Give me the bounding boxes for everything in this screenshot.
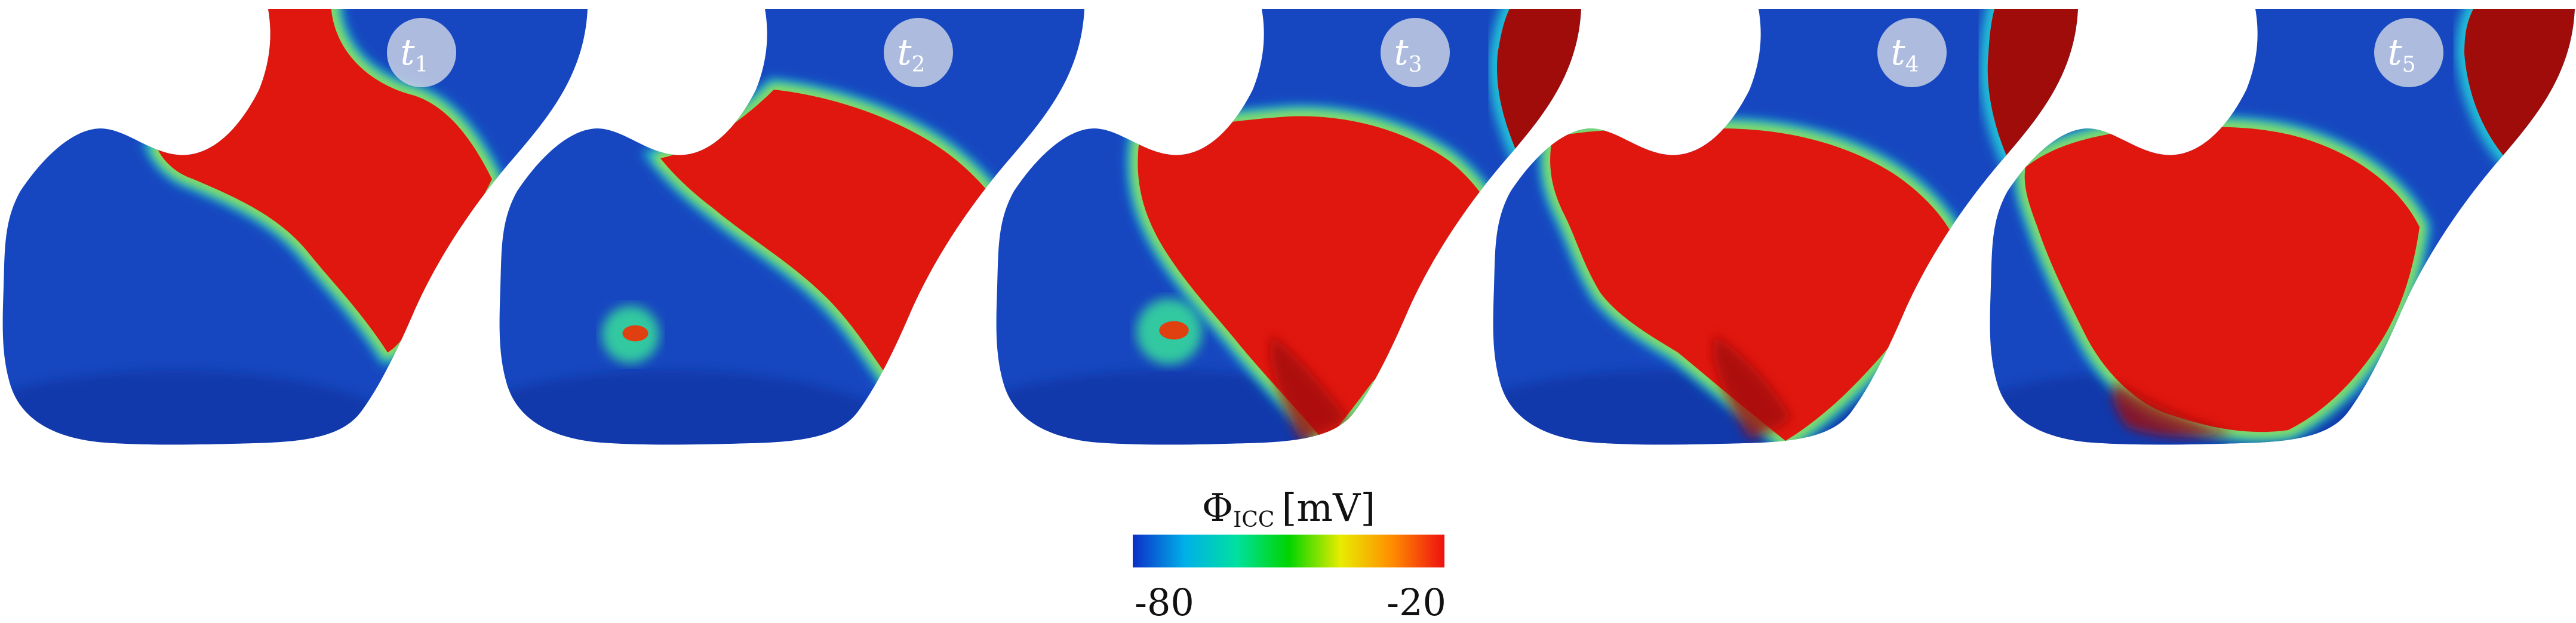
- time-label-badge: [2374, 18, 2443, 87]
- colorbar-min-label: -80: [1135, 581, 1194, 623]
- activated-region: [1550, 128, 1959, 441]
- stomach-panel: t4: [1493, 9, 2078, 445]
- colorbar-title-unit: [mV]: [1281, 486, 1375, 530]
- time-label-subscript: 4: [1905, 53, 1919, 77]
- time-label: t4: [1877, 18, 1947, 87]
- time-label-badge: [1877, 18, 1947, 87]
- time-label: t1: [387, 18, 456, 87]
- time-label-text: t4: [1890, 32, 1919, 77]
- activated-region-upper: [1497, 9, 1581, 149]
- time-label-symbol: t: [2387, 32, 2402, 73]
- time-label-badge: [387, 18, 456, 87]
- stomach-panel: t5: [1990, 9, 2575, 445]
- time-label-symbol: t: [400, 32, 415, 73]
- panels-layer: t1 t2 t3 t4 t5: [2, 9, 2575, 445]
- colorbar-title-symbol: Φ: [1202, 486, 1233, 530]
- time-label-subscript: 1: [415, 53, 429, 77]
- colorbar: ΦICC [mV] -80 -20: [1133, 486, 1446, 623]
- time-label-symbol: t: [1890, 32, 1905, 73]
- activated-region: [2024, 127, 2420, 432]
- activated-region: [1138, 116, 1510, 443]
- time-label-text: t1: [400, 32, 428, 77]
- time-label-badge: [1381, 18, 1450, 87]
- colorbar-title: ΦICC [mV]: [1202, 486, 1376, 532]
- activated-region-upper: [2464, 9, 2575, 155]
- time-label-subscript: 2: [912, 53, 926, 77]
- time-label-symbol: t: [1394, 32, 1409, 73]
- stomach-panel: t1: [2, 9, 588, 445]
- stomach-panel: t2: [499, 9, 1084, 445]
- colorbar-gradient: [1133, 535, 1444, 567]
- time-label: t3: [1381, 18, 1450, 87]
- activated-region-upper: [1987, 9, 2078, 155]
- activated-region: [158, 9, 492, 352]
- colorbar-title-subscript: ICC: [1233, 508, 1274, 532]
- time-label-text: t2: [897, 32, 925, 77]
- time-label: t2: [884, 18, 953, 87]
- time-label-symbol: t: [897, 32, 912, 73]
- time-label-text: t3: [1394, 32, 1422, 77]
- colorbar-max-label: -20: [1387, 581, 1446, 623]
- time-label-subscript: 3: [1409, 53, 1422, 77]
- time-label-text: t5: [2387, 32, 2415, 77]
- time-label-badge: [884, 18, 953, 87]
- time-label: t5: [2374, 18, 2443, 87]
- time-label-subscript: 5: [2402, 53, 2416, 77]
